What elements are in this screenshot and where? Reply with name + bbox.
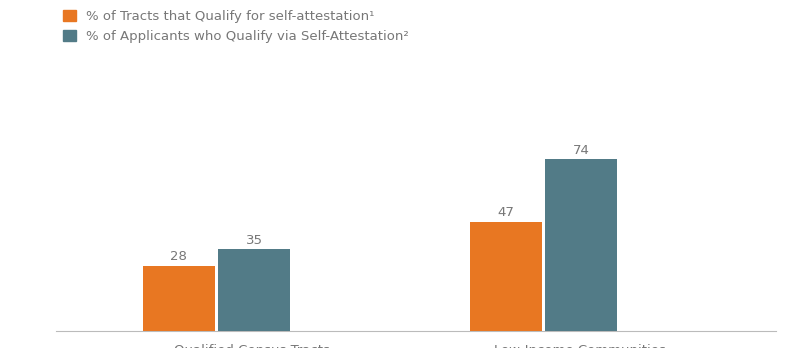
Bar [142, 266, 214, 331]
Text: 35: 35 [246, 234, 262, 247]
Text: 28: 28 [170, 250, 187, 263]
Legend: % of Tracts that Qualify for self-attestation¹, % of Applicants who Qualify via : % of Tracts that Qualify for self-attest… [62, 10, 409, 43]
Bar [218, 250, 290, 331]
Bar [470, 222, 542, 331]
Text: 74: 74 [573, 144, 590, 157]
Bar [546, 159, 618, 331]
Text: 47: 47 [498, 206, 514, 219]
